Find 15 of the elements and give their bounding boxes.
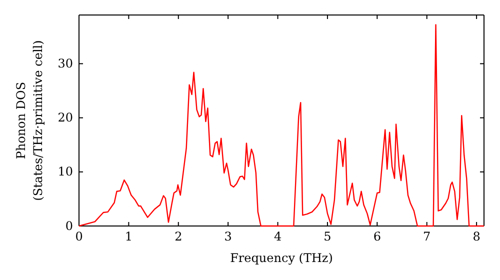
y-tick-label: 0 [65,218,73,233]
y-tick-label: 30 [58,56,73,71]
x-tick-label: 1 [124,230,133,244]
x-tick-label: 3 [224,230,232,244]
x-tick-label: 8 [472,230,480,244]
y-tick-label: 10 [58,164,73,179]
x-tick-label: 5 [324,230,332,244]
x-tick-label: 7 [423,230,431,244]
x-tick-label: 6 [373,230,381,244]
x-tick-label: 0 [75,230,83,244]
x-tick-label: 2 [174,230,182,244]
y-tick-label: 20 [58,110,73,125]
y-axis-title: Phonon DOS (States/THz·primitive cell) [14,40,45,201]
x-tick-label: 4 [274,230,282,244]
x-axis-title: Frequency (THz) [230,251,333,265]
